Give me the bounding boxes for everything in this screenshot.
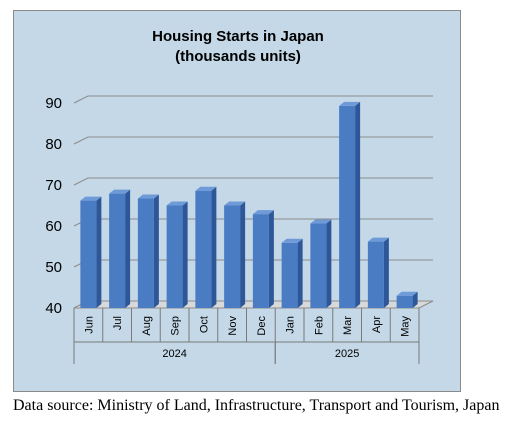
bar-front — [396, 295, 413, 308]
bar-side — [412, 291, 418, 308]
bar-side — [211, 186, 217, 308]
y-tick-label: 50 — [45, 259, 62, 276]
bar — [137, 194, 159, 308]
bar-side — [355, 101, 361, 309]
y-tick-label: 40 — [45, 300, 62, 317]
bar — [339, 101, 361, 309]
gridline — [73, 177, 433, 186]
bar — [367, 237, 389, 308]
bar — [166, 201, 188, 308]
bar-top — [109, 189, 131, 194]
bar-top — [310, 219, 332, 224]
bar-front — [281, 242, 298, 308]
bar-side — [153, 194, 159, 308]
bar-side — [125, 189, 131, 308]
x-tick-label: Feb — [313, 316, 325, 335]
bar-top — [166, 201, 188, 206]
x-tick-label: Aug — [141, 316, 153, 336]
x-tick-label: Jun — [83, 316, 95, 334]
bar-front — [109, 193, 126, 308]
bar-front — [166, 205, 183, 308]
bar-top — [252, 210, 274, 215]
bar-top — [281, 238, 303, 243]
bar-side — [297, 238, 303, 308]
bar — [252, 210, 274, 308]
bar — [224, 201, 246, 308]
x-tick-label: Dec — [256, 316, 268, 336]
bar-top — [339, 101, 361, 106]
bar-front — [224, 205, 241, 308]
bar-front — [339, 105, 356, 309]
bar-side — [383, 237, 389, 308]
bar-front — [80, 200, 97, 308]
bar-top — [137, 194, 159, 199]
bar-top — [396, 291, 418, 296]
bar — [109, 189, 131, 308]
bar-front — [195, 190, 212, 308]
bar-side — [268, 210, 274, 308]
x-tick-label: Oct — [198, 316, 210, 333]
bar-front — [137, 198, 154, 308]
bar — [281, 238, 303, 308]
gridline — [73, 136, 433, 145]
bar-front — [252, 214, 269, 308]
bar — [310, 219, 332, 308]
x-tick-label: Sep — [170, 316, 182, 336]
bar — [195, 186, 217, 308]
chart-subtitle: (thousands units) — [175, 48, 301, 65]
x-tick-label: Jul — [112, 316, 124, 330]
y-tick-label: 70 — [45, 177, 62, 194]
bar — [396, 291, 418, 308]
bar-side — [240, 201, 246, 308]
y-tick-label: 60 — [45, 218, 62, 235]
data-source-note: Data source: Ministry of Land, Infrastru… — [13, 397, 500, 414]
bar-top — [224, 201, 246, 206]
y-tick-label: 90 — [45, 95, 62, 112]
bar — [80, 196, 102, 308]
chart-area: Housing Starts in Japan (thousands units… — [13, 10, 461, 392]
bar-front — [310, 223, 327, 308]
x-tick-label: Mar — [342, 316, 354, 335]
bar-side — [326, 219, 332, 308]
bar-side — [96, 196, 102, 308]
year-label: 2025 — [335, 348, 359, 360]
bar-top — [195, 186, 217, 191]
bar-front — [367, 241, 384, 308]
x-tick-label: Apr — [371, 316, 383, 333]
bar-top — [80, 196, 102, 201]
gridline — [73, 95, 433, 104]
bar-top — [367, 237, 389, 242]
bar-side — [182, 201, 188, 308]
y-tick-label: 80 — [45, 136, 62, 153]
x-tick-label: Jan — [285, 316, 297, 334]
year-label: 2024 — [162, 348, 186, 360]
chart-title: Housing Starts in Japan — [152, 28, 324, 45]
x-tick-label: May — [400, 316, 412, 337]
bar-chart: Housing Starts in Japan (thousands units… — [45, 28, 434, 364]
x-tick-label: Nov — [227, 316, 239, 336]
